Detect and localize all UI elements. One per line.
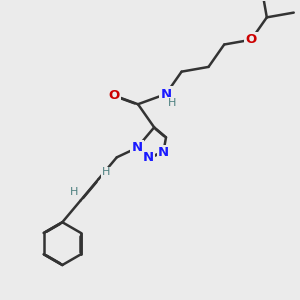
Text: O: O — [109, 89, 120, 102]
Text: H: H — [102, 167, 110, 177]
Text: O: O — [245, 33, 257, 46]
Text: N: N — [143, 151, 154, 164]
Text: H: H — [168, 98, 176, 108]
Text: N: N — [158, 146, 169, 159]
Text: N: N — [131, 141, 142, 154]
Text: H: H — [70, 187, 78, 197]
Text: N: N — [160, 88, 172, 100]
